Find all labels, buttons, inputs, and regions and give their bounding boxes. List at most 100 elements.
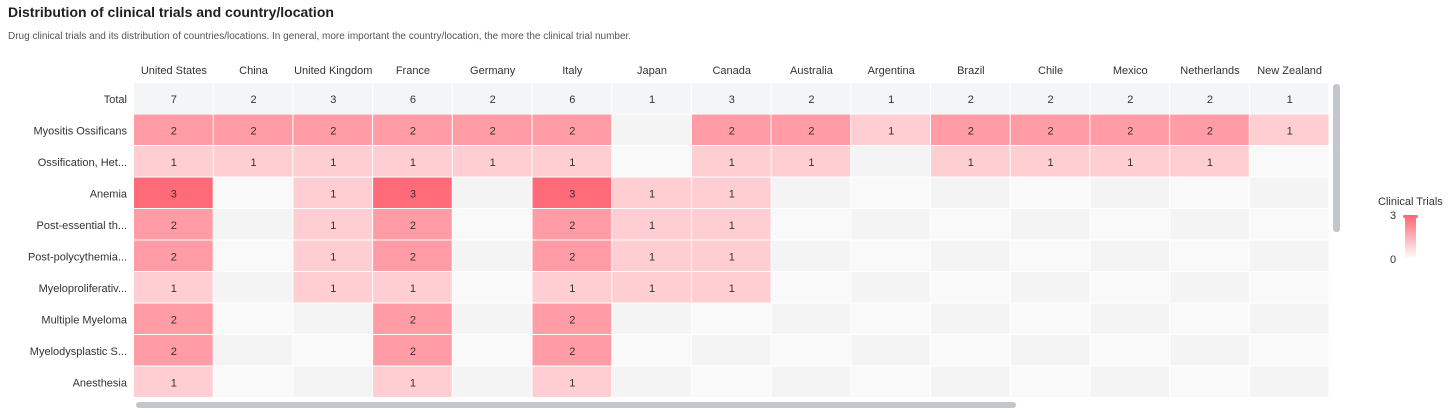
heatmap-cell[interactable] bbox=[214, 304, 293, 335]
row-label: Multiple Myeloma bbox=[41, 314, 127, 326]
heatmap-cell[interactable] bbox=[293, 367, 372, 398]
heatmap-cell[interactable] bbox=[772, 367, 851, 398]
heatmap-cell[interactable] bbox=[293, 304, 372, 335]
heatmap-cell[interactable] bbox=[453, 367, 532, 398]
heatmap-cell[interactable] bbox=[214, 272, 293, 303]
heatmap-cell[interactable] bbox=[692, 304, 771, 335]
heatmap-cell[interactable] bbox=[772, 272, 851, 303]
heatmap-cell[interactable] bbox=[931, 241, 1010, 272]
cell-value-label: 1 bbox=[171, 377, 177, 389]
heatmap-cell[interactable] bbox=[1170, 178, 1249, 209]
heatmap-cell[interactable] bbox=[453, 272, 532, 303]
cell-value-label: 2 bbox=[250, 94, 256, 106]
heatmap-cell[interactable] bbox=[1170, 272, 1249, 303]
heatmap-cell[interactable] bbox=[612, 146, 691, 177]
vertical-scrollbar-thumb[interactable] bbox=[1333, 84, 1340, 232]
cell-value-label: 1 bbox=[649, 94, 655, 106]
heatmap-cell[interactable] bbox=[612, 115, 691, 146]
heatmap-cell[interactable] bbox=[851, 209, 930, 240]
heatmap-cell[interactable] bbox=[1011, 178, 1090, 209]
heatmap-cell[interactable] bbox=[453, 178, 532, 209]
heatmap-cell[interactable] bbox=[214, 241, 293, 272]
heatmap-cell[interactable] bbox=[1170, 367, 1249, 398]
heatmap-cell[interactable] bbox=[772, 335, 851, 366]
heatmap-cell[interactable] bbox=[453, 209, 532, 240]
heatmap-cell[interactable] bbox=[612, 367, 691, 398]
heatmap-cell[interactable] bbox=[851, 178, 930, 209]
heatmap-cell[interactable] bbox=[851, 272, 930, 303]
heatmap-cell[interactable] bbox=[214, 209, 293, 240]
heatmap-cell[interactable] bbox=[453, 304, 532, 335]
heatmap-cell[interactable] bbox=[1090, 367, 1169, 398]
heatmap-cell[interactable] bbox=[214, 335, 293, 366]
cell-value-label: 2 bbox=[968, 125, 974, 137]
horizontal-scrollbar-thumb[interactable] bbox=[136, 402, 1016, 408]
heatmap-cell[interactable] bbox=[772, 209, 851, 240]
heatmap-cell[interactable] bbox=[851, 367, 930, 398]
heatmap-cell[interactable] bbox=[1250, 304, 1329, 335]
heatmap-cell[interactable] bbox=[931, 304, 1010, 335]
heatmap-cell[interactable] bbox=[1250, 241, 1329, 272]
cell-value-label: 2 bbox=[250, 125, 256, 137]
heatmap-cell[interactable] bbox=[692, 367, 771, 398]
cell-value-label: 1 bbox=[649, 220, 655, 232]
heatmap-cell[interactable] bbox=[1170, 241, 1249, 272]
heatmap-cell[interactable] bbox=[851, 241, 930, 272]
heatmap-cell[interactable] bbox=[293, 335, 372, 366]
heatmap-cell[interactable] bbox=[1170, 335, 1249, 366]
heatmap-cell[interactable] bbox=[1011, 304, 1090, 335]
heatmap-cell[interactable] bbox=[1090, 304, 1169, 335]
cell-value-label: 2 bbox=[569, 346, 575, 358]
heatmap-cell[interactable] bbox=[931, 209, 1010, 240]
heatmap-cell[interactable] bbox=[1011, 367, 1090, 398]
cell-value-label: 2 bbox=[490, 125, 496, 137]
heatmap-cell[interactable] bbox=[1090, 241, 1169, 272]
heatmap-cell[interactable] bbox=[1011, 209, 1090, 240]
heatmap-cell[interactable] bbox=[1090, 209, 1169, 240]
heatmap-cell[interactable] bbox=[612, 304, 691, 335]
heatmap-cell[interactable] bbox=[1011, 272, 1090, 303]
cell-value-label: 1 bbox=[250, 157, 256, 169]
heatmap-cell[interactable] bbox=[692, 335, 771, 366]
heatmap-cell[interactable] bbox=[214, 178, 293, 209]
heatmap-cell[interactable] bbox=[214, 367, 293, 398]
heatmap-cell[interactable] bbox=[1250, 209, 1329, 240]
cell-value-label: 2 bbox=[410, 314, 416, 326]
heatmap-cell[interactable] bbox=[931, 178, 1010, 209]
heatmap-cell[interactable] bbox=[931, 367, 1010, 398]
heatmap-cell[interactable] bbox=[1250, 335, 1329, 366]
cell-value-label: 2 bbox=[171, 125, 177, 137]
legend-gradient-bar[interactable] bbox=[1405, 217, 1416, 259]
heatmap-cell[interactable] bbox=[772, 304, 851, 335]
heatmap-cell[interactable] bbox=[1090, 272, 1169, 303]
heatmap-cell[interactable] bbox=[1090, 178, 1169, 209]
heatmap-cell[interactable] bbox=[1250, 367, 1329, 398]
heatmap-cell[interactable] bbox=[1250, 146, 1329, 177]
heatmap-cell[interactable] bbox=[851, 304, 930, 335]
cell-value-label: 1 bbox=[1287, 94, 1293, 106]
heatmap-cell[interactable] bbox=[851, 335, 930, 366]
cell-value-label: 2 bbox=[1047, 125, 1053, 137]
heatmap-cell[interactable] bbox=[772, 241, 851, 272]
cell-value-label: 1 bbox=[649, 251, 655, 263]
heatmap-cell[interactable] bbox=[931, 335, 1010, 366]
heatmap-cell[interactable] bbox=[1250, 178, 1329, 209]
heatmap-cell[interactable] bbox=[1250, 272, 1329, 303]
heatmap-cell[interactable] bbox=[453, 335, 532, 366]
heatmap-cell[interactable] bbox=[1090, 335, 1169, 366]
heatmap-cell[interactable] bbox=[772, 178, 851, 209]
heatmap-cell[interactable] bbox=[612, 335, 691, 366]
cell-value-label: 1 bbox=[888, 94, 894, 106]
heatmap-cell[interactable] bbox=[1011, 241, 1090, 272]
cell-value-label: 2 bbox=[569, 314, 575, 326]
cell-value-label: 1 bbox=[330, 251, 336, 263]
heatmap-cell[interactable] bbox=[931, 272, 1010, 303]
cell-value-label: 1 bbox=[490, 157, 496, 169]
legend-min-label: 0 bbox=[1390, 254, 1396, 266]
heatmap-cell[interactable] bbox=[1170, 304, 1249, 335]
cell-value-label: 1 bbox=[729, 251, 735, 263]
heatmap-cell[interactable] bbox=[453, 241, 532, 272]
heatmap-cell[interactable] bbox=[1011, 335, 1090, 366]
heatmap-cell[interactable] bbox=[851, 146, 930, 177]
heatmap-cell[interactable] bbox=[1170, 209, 1249, 240]
